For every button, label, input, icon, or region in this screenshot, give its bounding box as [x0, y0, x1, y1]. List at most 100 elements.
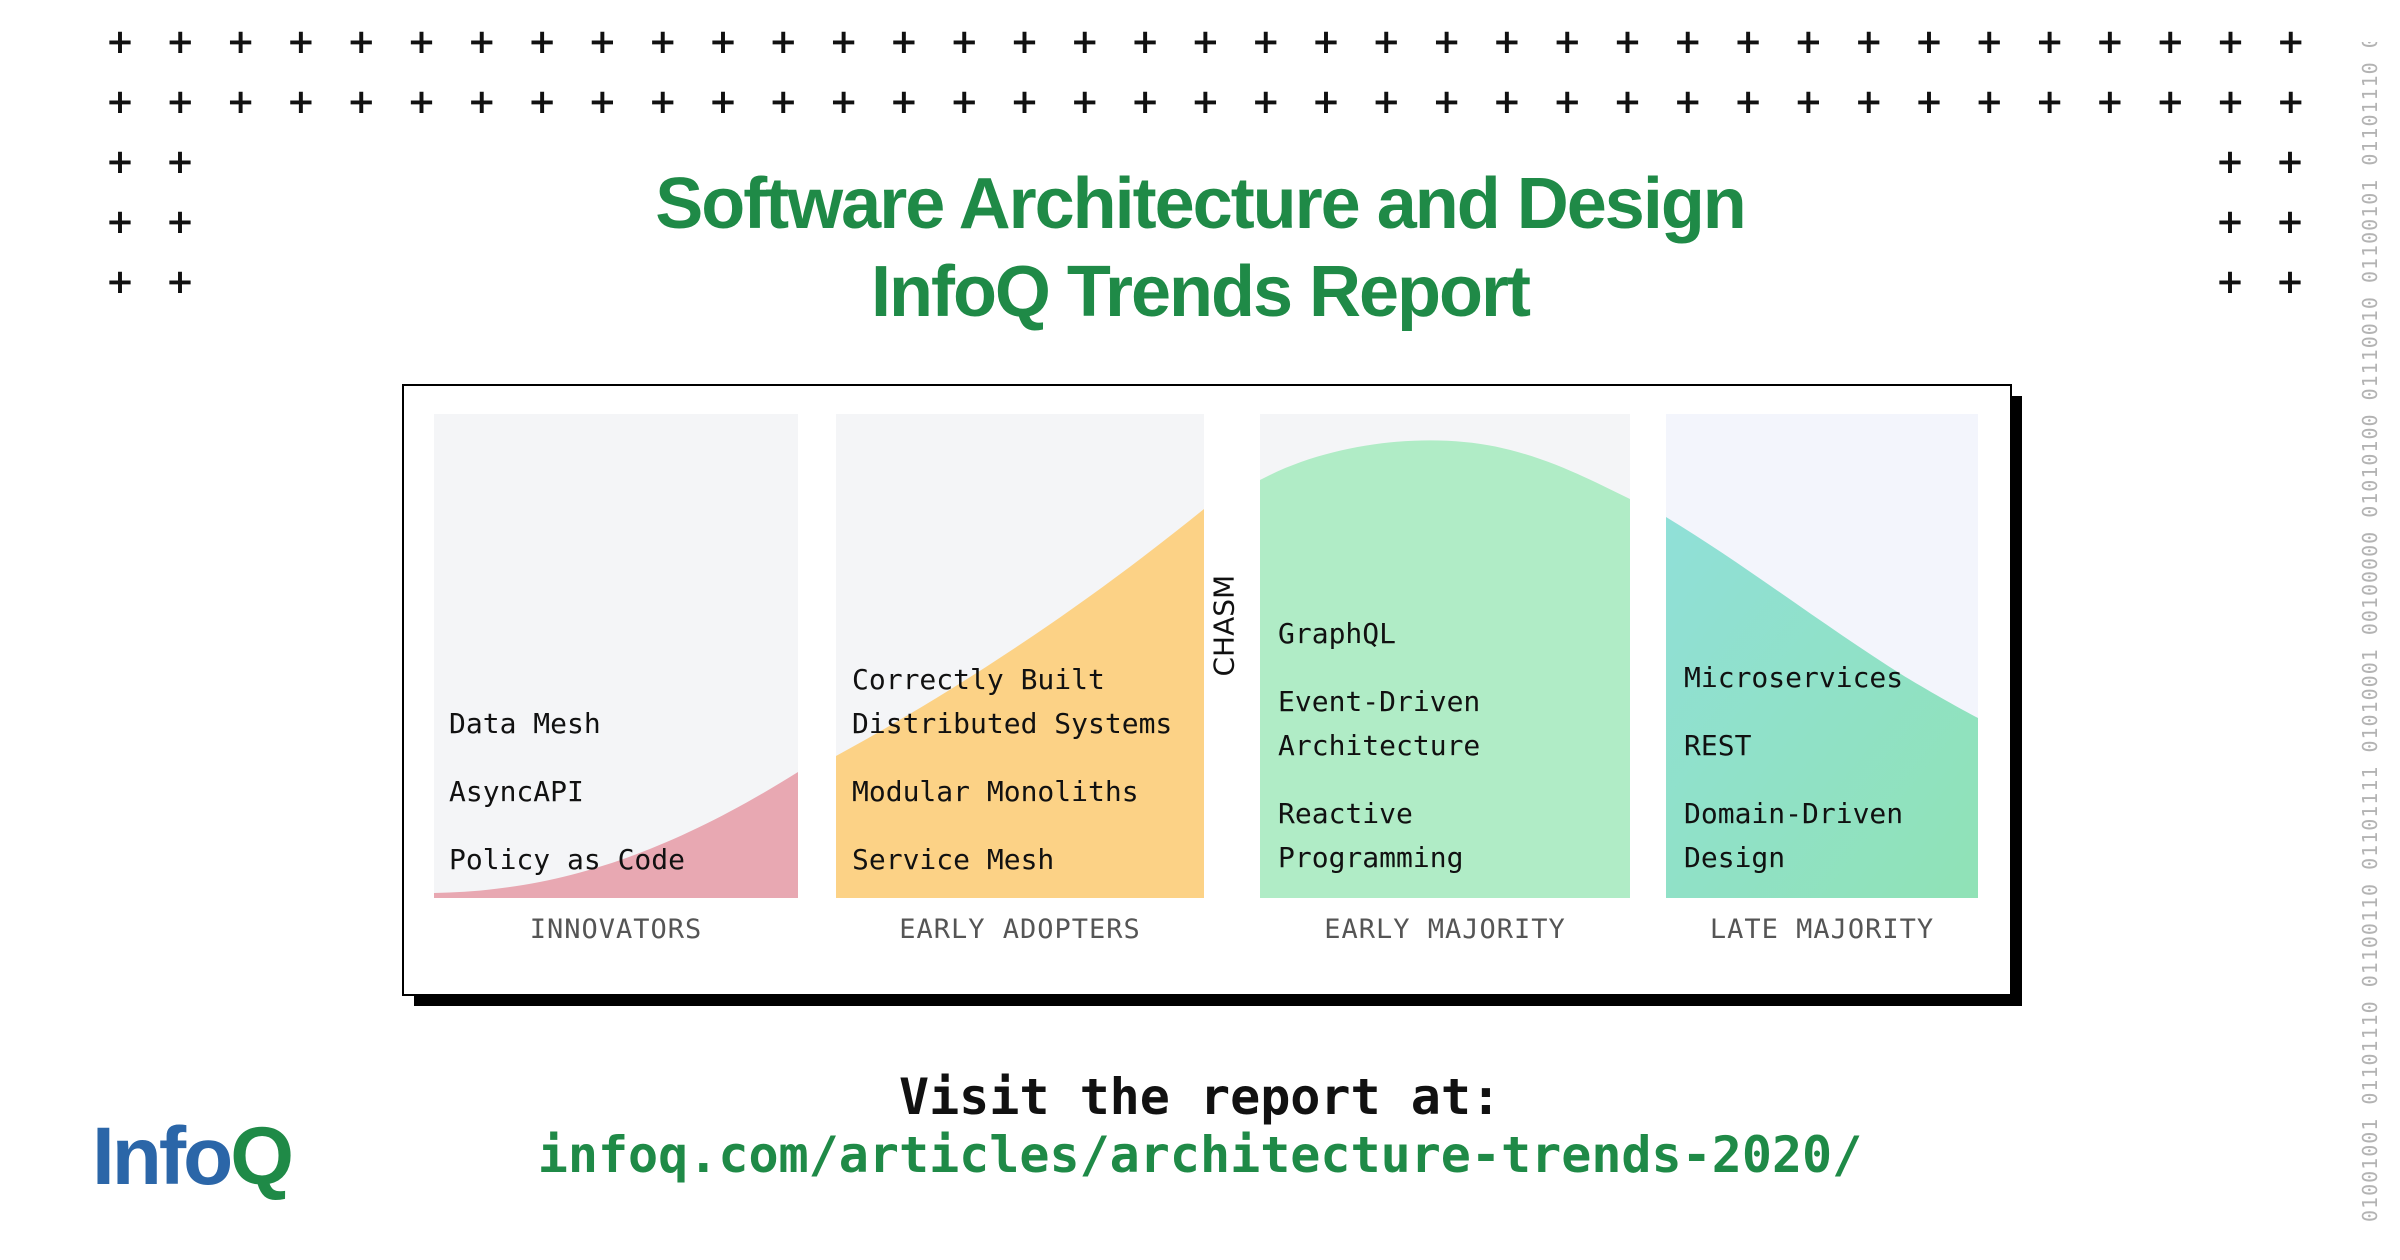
- plus-mark: +: [648, 22, 677, 62]
- plus-mark: +: [1432, 82, 1461, 122]
- plus-mark: +: [165, 202, 195, 242]
- plus-mark: +: [588, 22, 617, 62]
- item-microservices: Microservices: [1684, 661, 1904, 694]
- plus-mark: +: [2035, 82, 2064, 122]
- plus-mark: +: [2215, 202, 2245, 242]
- plus-mark: +: [708, 22, 738, 62]
- item-correctly-built-distributed-systems: Correctly Built Distributed Systems: [852, 663, 1173, 740]
- plus-mark: +: [286, 22, 316, 62]
- plus-mark: +: [346, 82, 376, 122]
- plus-mark: +: [1251, 82, 1280, 122]
- item-graphql: GraphQL: [1278, 617, 1397, 650]
- category-innovators: INNOVATORS: [529, 914, 703, 945]
- adoption-curve-svg: [434, 414, 1978, 898]
- plus-mark: +: [829, 22, 858, 62]
- plus-mark: +: [1975, 82, 2004, 122]
- plus-mark: +: [769, 22, 798, 62]
- plus-mark: +: [648, 82, 677, 122]
- plus-mark: +: [949, 82, 979, 122]
- plus-mark: +: [1733, 22, 1763, 62]
- plus-mark: +: [1070, 22, 1100, 62]
- plus-mark: +: [165, 262, 195, 302]
- category-late-majority: LATE MAJORITY: [1709, 914, 1935, 945]
- title-line-1: Software Architecture and Design: [655, 164, 1747, 244]
- category-early-majority: EARLY MAJORITY: [1324, 914, 1566, 945]
- report-url-link[interactable]: infoq.com/articles/architecture-trends-2…: [537, 1126, 1863, 1184]
- plus-mark: +: [2215, 142, 2245, 182]
- plus-mark: +: [1191, 82, 1220, 122]
- plus-mark: +: [1432, 22, 1461, 62]
- late-majority-area: [1666, 517, 1978, 898]
- plus-mark: +: [1673, 22, 1703, 62]
- plus-mark: +: [1673, 82, 1703, 122]
- plus-mark: +: [1794, 22, 1823, 62]
- plus-mark: +: [165, 142, 195, 182]
- plus-mark: +: [407, 22, 436, 62]
- plus-mark: +: [769, 82, 798, 122]
- plus-mark: +: [1010, 22, 1039, 62]
- plus-mark: +: [2216, 22, 2245, 62]
- plus-mark: +: [407, 82, 436, 122]
- plus-mark: +: [467, 22, 497, 62]
- plus-mark: +: [889, 22, 919, 62]
- plus-mark: +: [1372, 22, 1401, 62]
- plus-mark: +: [467, 82, 497, 122]
- plus-mark: +: [105, 142, 135, 182]
- plus-mark: +: [1010, 82, 1039, 122]
- plus-mark: +: [2155, 22, 2185, 62]
- plus-mark: +: [1130, 22, 1160, 62]
- early-majority-area: [1260, 440, 1630, 898]
- item-policy-as-code: Policy as Code: [449, 843, 686, 876]
- plus-mark: +: [1854, 82, 1883, 122]
- plus-mark: +: [527, 82, 557, 122]
- infoq-logo: InfoQ: [92, 1111, 294, 1202]
- plus-mark: +: [1191, 22, 1220, 62]
- plus-mark: +: [1613, 22, 1642, 62]
- chasm-label: CHASM: [1207, 574, 1241, 677]
- plus-mark: +: [1311, 82, 1341, 122]
- binary-text-strip: 01001001 01101110 01100110 01101111 0101…: [2358, 42, 2382, 1222]
- plus-mark: +: [527, 22, 557, 62]
- plus-mark: +: [829, 82, 858, 122]
- plus-mark: +: [2216, 82, 2245, 122]
- plus-mark: +: [2035, 22, 2064, 62]
- plus-mark: +: [2275, 142, 2305, 182]
- plus-mark: +: [226, 22, 255, 62]
- item-modular-monoliths: Modular Monoliths: [852, 775, 1139, 808]
- plus-mark: +: [1070, 82, 1100, 122]
- item-service-mesh: Service Mesh: [852, 843, 1055, 876]
- plus-mark: +: [2276, 22, 2306, 62]
- plus-mark: +: [1492, 22, 1522, 62]
- plus-mark: +: [1251, 22, 1280, 62]
- plus-mark: +: [1914, 22, 1944, 62]
- plus-mark: +: [1372, 82, 1401, 122]
- plus-mark: +: [1854, 22, 1883, 62]
- item-domain-driven-design: Domain-Driven Design: [1684, 797, 1904, 874]
- plus-mark: +: [105, 82, 135, 122]
- plus-mark: +: [105, 22, 135, 62]
- plus-mark: +: [2275, 262, 2305, 302]
- page-title: Software Architecture and Design InfoQ T…: [0, 160, 2400, 336]
- plus-mark: +: [166, 82, 195, 122]
- plus-mark: +: [2155, 82, 2185, 122]
- plus-mark: +: [588, 82, 617, 122]
- plus-mark: +: [226, 82, 255, 122]
- plus-mark: +: [286, 82, 316, 122]
- plus-mark: +: [1311, 22, 1341, 62]
- plus-mark: +: [2275, 202, 2305, 242]
- plus-mark: +: [1130, 82, 1160, 122]
- innovators-area: [434, 772, 798, 898]
- plus-mark: +: [105, 202, 135, 242]
- item-asyncapi: AsyncAPI: [449, 775, 584, 808]
- plus-mark: +: [105, 262, 135, 302]
- item-reactive-programming: Reactive Programming: [1278, 797, 1464, 874]
- plus-mark: +: [889, 82, 919, 122]
- early-adopters-area: [836, 509, 1204, 898]
- plus-mark: +: [1733, 82, 1763, 122]
- plus-mark: +: [2276, 82, 2306, 122]
- plus-mark: +: [708, 82, 738, 122]
- item-event-driven-architecture: Event-Driven Architecture: [1278, 685, 1481, 762]
- plus-mark: +: [1492, 82, 1522, 122]
- plus-mark: +: [2095, 82, 2125, 122]
- item-data-mesh: Data Mesh: [449, 707, 601, 740]
